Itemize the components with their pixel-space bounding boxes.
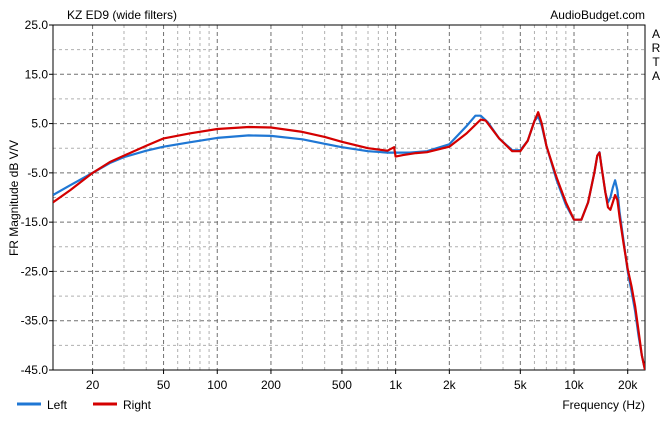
legend-label-right: Right (123, 398, 152, 412)
side-label-letter: A (652, 27, 660, 41)
x-tick-label: 500 (332, 378, 352, 392)
y-axis-label: FR Magnitude dB V/V (7, 140, 21, 256)
chart-watermark: AudioBudget.com (550, 8, 645, 22)
y-tick-label: -35.0 (21, 314, 49, 328)
legend: Left Right (17, 398, 152, 412)
plot-frame (52, 24, 646, 371)
y-tick-label: 5.0 (31, 117, 48, 131)
y-tick-label: 25.0 (25, 18, 49, 32)
x-tick-label: 20 (86, 378, 100, 392)
y-tick-label: -15.0 (21, 215, 49, 229)
x-tick-label: 10k (564, 378, 584, 392)
x-tick-label: 5k (514, 378, 528, 392)
legend-label-left: Left (47, 398, 68, 412)
x-tick-label: 100 (207, 378, 227, 392)
y-tick-label: -5.0 (27, 166, 48, 180)
series-layer (53, 111, 645, 370)
x-tick-label: 200 (261, 378, 281, 392)
side-label-letter: T (652, 55, 660, 69)
grid-layer (53, 25, 645, 370)
side-label-letter: R (652, 41, 661, 55)
x-tick-label: 2k (443, 378, 457, 392)
y-tick-label: -25.0 (21, 264, 49, 278)
x-tick-label: 1k (389, 378, 403, 392)
series-line-right (53, 111, 645, 370)
ticks-layer: 25.0 15.0 5.0 -5.0 -15.0 -25.0 -35.0 -45.0 20 50 1… (21, 18, 639, 392)
chart-title: KZ ED9 (wide filters) (67, 8, 177, 22)
y-tick-label: -45.0 (21, 363, 49, 377)
x-axis-label: Frequency (Hz) (562, 398, 645, 412)
side-label-letter: A (652, 69, 660, 83)
x-tick-label: 50 (157, 378, 171, 392)
y-tick-label: 15.0 (25, 67, 49, 81)
series-line-left (53, 114, 645, 370)
x-tick-label: 20k (618, 378, 638, 392)
